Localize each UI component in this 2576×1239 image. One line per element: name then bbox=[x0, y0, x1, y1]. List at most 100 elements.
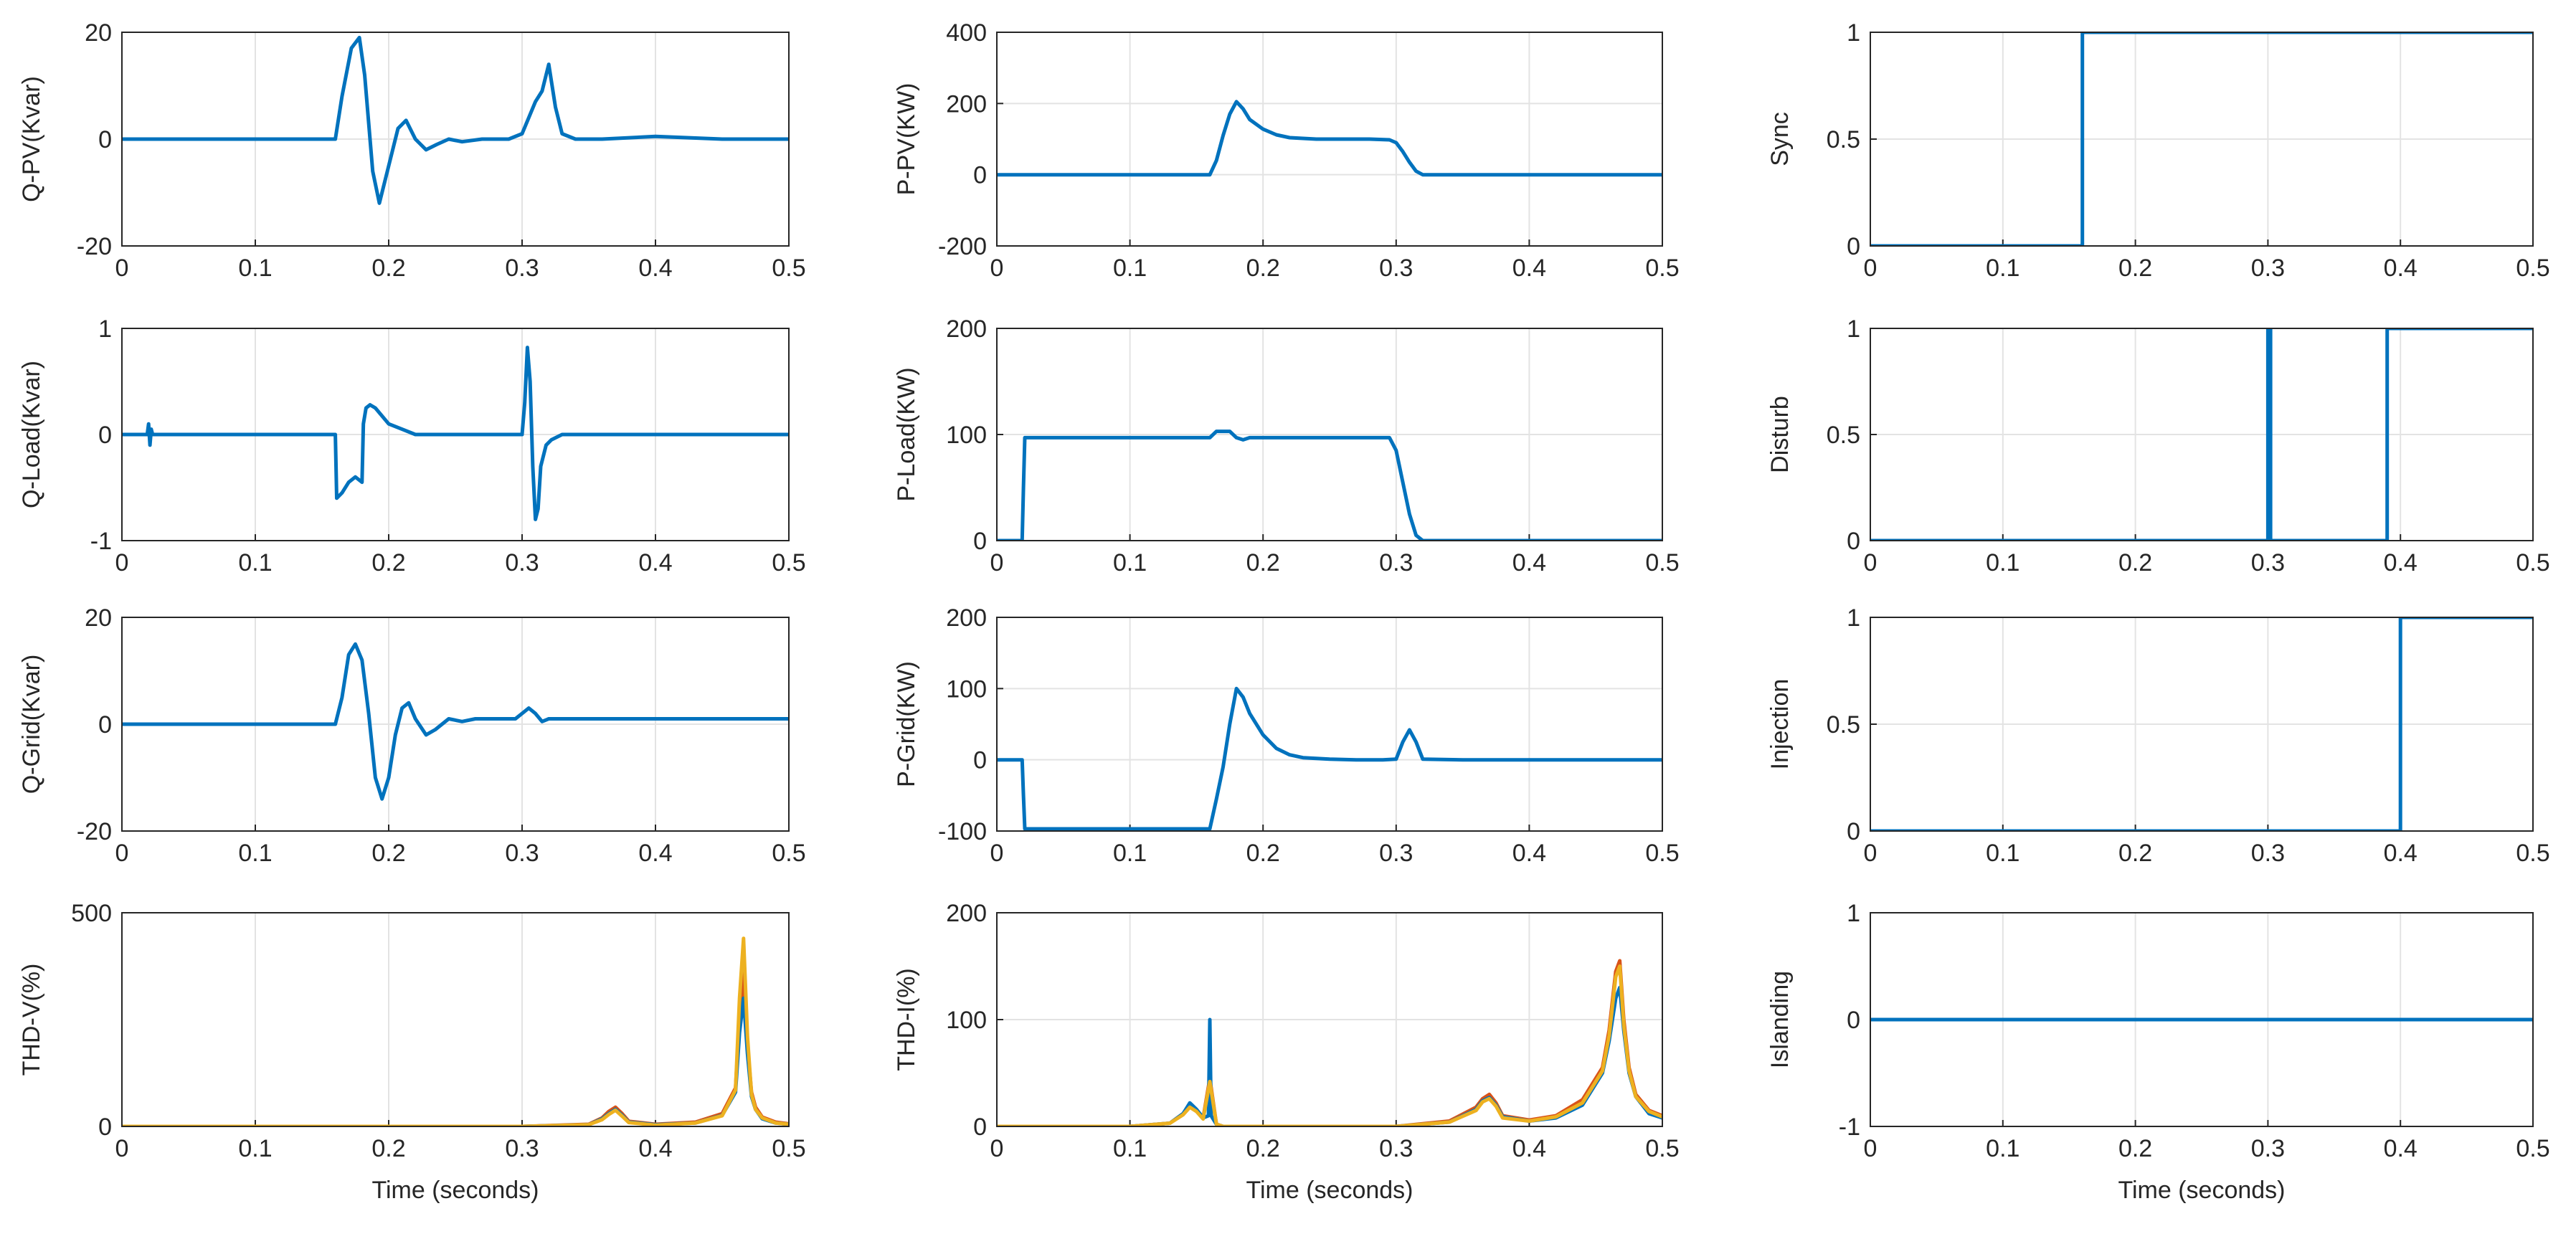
series-line-q-pv bbox=[122, 35, 789, 205]
y-tick-label: 0 bbox=[98, 711, 112, 739]
x-tick-label: 0.1 bbox=[1986, 1135, 2019, 1162]
x-tick-label: 0 bbox=[1864, 840, 1877, 867]
x-tick-label: 0.2 bbox=[1246, 549, 1280, 576]
x-tick-label: 0.1 bbox=[238, 1135, 272, 1162]
y-tick-label: 0 bbox=[98, 126, 112, 153]
x-tick-label: 0.1 bbox=[1986, 840, 2019, 867]
axes-box bbox=[121, 912, 790, 1127]
chart-thd-i: 0 0.1 0.2 0.3 0.4 0.5 0 100 200 THD-I(%) Time (sec… bbox=[893, 900, 1680, 1204]
x-tick-label: 0 bbox=[115, 549, 129, 576]
x-tick-label: 0.4 bbox=[1512, 840, 1546, 867]
x-tick-label: 0.5 bbox=[772, 1135, 805, 1162]
x-tick-label: 0.2 bbox=[371, 840, 405, 867]
chart-p-load: 0 0.1 0.2 0.3 0.4 0.5 0 100 200 P-Load(KW) bbox=[893, 315, 1680, 576]
x-tick-label: 0.3 bbox=[2251, 255, 2285, 282]
y-tick-label: 0 bbox=[1847, 818, 1860, 845]
x-tick-label: 0 bbox=[1864, 549, 1877, 576]
plot-area bbox=[997, 617, 1662, 831]
x-tick-label: 0.4 bbox=[1512, 549, 1546, 576]
y-tick-label: 20 bbox=[85, 19, 112, 47]
y-tick-label: 20 bbox=[85, 604, 112, 632]
y-tick-label: 200 bbox=[946, 315, 987, 343]
y-tick-label: 1 bbox=[1847, 900, 1860, 927]
y-axis-label: THD-I(%) bbox=[893, 968, 920, 1071]
series-line-disturb bbox=[1870, 328, 2533, 541]
y-tick-label: 200 bbox=[946, 900, 987, 927]
x-tick-label: 0.1 bbox=[1113, 549, 1147, 576]
x-tick-label: 0.2 bbox=[1246, 1135, 1280, 1162]
x-tick-label: 0.3 bbox=[1379, 840, 1413, 867]
y-tick-label: -20 bbox=[77, 233, 112, 260]
x-tick-label: 0.5 bbox=[2516, 549, 2549, 576]
x-tick-label: 0 bbox=[115, 1135, 129, 1162]
axes-box bbox=[121, 32, 790, 247]
x-tick-label: 0.4 bbox=[638, 549, 672, 576]
axes-box bbox=[1870, 32, 2534, 247]
x-tick-label: 0.4 bbox=[1512, 255, 1546, 282]
y-tick-label: -100 bbox=[938, 818, 987, 845]
y-tick-label: -20 bbox=[77, 818, 112, 845]
axes-box bbox=[996, 912, 1663, 1127]
x-tick-label: 0.3 bbox=[1379, 255, 1413, 282]
y-tick-label: 100 bbox=[946, 1007, 987, 1034]
x-tick-label: 0.1 bbox=[1113, 255, 1147, 282]
x-tick-label: 0 bbox=[990, 840, 1004, 867]
x-tick-label: 0.5 bbox=[2516, 255, 2549, 282]
x-tick-label: 0.4 bbox=[2384, 549, 2418, 576]
y-axis-label: Sync bbox=[1766, 112, 1794, 166]
x-tick-label: 0.3 bbox=[2251, 549, 2285, 576]
axes-box bbox=[996, 32, 1663, 247]
y-tick-label: 400 bbox=[946, 19, 987, 47]
y-tick-label: 200 bbox=[946, 90, 987, 118]
x-tick-label: 0.2 bbox=[2118, 1135, 2152, 1162]
x-tick-label: 0.4 bbox=[638, 255, 672, 282]
y-tick-label: 0 bbox=[1847, 233, 1860, 260]
x-axis-label: Time (seconds) bbox=[2118, 1177, 2285, 1204]
series-line-p-load bbox=[997, 429, 1662, 541]
y-tick-label: 500 bbox=[71, 900, 112, 927]
series-line-p-pv bbox=[997, 100, 1662, 177]
y-axis-label: Q-Load(Kvar) bbox=[18, 361, 45, 508]
y-tick-label: 100 bbox=[946, 675, 987, 703]
y-tick-label: 0 bbox=[973, 528, 987, 555]
x-tick-label: 0.5 bbox=[1645, 840, 1679, 867]
series-line-thd-v-c bbox=[122, 936, 789, 1126]
x-tick-label: 0.4 bbox=[1512, 1135, 1546, 1162]
x-tick-label: 0.5 bbox=[772, 549, 805, 576]
axes-box bbox=[996, 617, 1663, 832]
y-axis-label: P-PV(KW) bbox=[893, 83, 920, 196]
x-tick-label: 0.5 bbox=[2516, 1135, 2549, 1162]
x-tick-label: 0.3 bbox=[505, 840, 539, 867]
series-line-p-grid bbox=[997, 686, 1662, 831]
x-tick-label: 0.2 bbox=[371, 549, 405, 576]
x-tick-label: 0.4 bbox=[2384, 1135, 2418, 1162]
x-tick-label: 0 bbox=[990, 255, 1004, 282]
x-tick-label: 0.3 bbox=[505, 255, 539, 282]
y-tick-label: 0 bbox=[1847, 528, 1860, 555]
y-tick-label: 0.5 bbox=[1827, 126, 1860, 153]
y-tick-label: 0 bbox=[1847, 1007, 1860, 1034]
y-tick-label: 0 bbox=[973, 1114, 987, 1141]
y-axis-label: Injection bbox=[1766, 679, 1794, 770]
x-tick-label: 0.1 bbox=[238, 549, 272, 576]
x-tick-label: 0.3 bbox=[505, 1135, 539, 1162]
x-tick-label: 0.3 bbox=[2251, 1135, 2285, 1162]
y-tick-label: 1 bbox=[98, 315, 112, 343]
x-tick-label: 0.1 bbox=[1986, 549, 2019, 576]
x-tick-label: 0.5 bbox=[1645, 1135, 1679, 1162]
x-tick-label: 0.5 bbox=[772, 255, 805, 282]
x-tick-label: 0.2 bbox=[1246, 255, 1280, 282]
x-tick-label: 0.1 bbox=[238, 255, 272, 282]
chart-thd-v: 0 0.1 0.2 0.3 0.4 0.5 0 500 THD-V(%) Time (second… bbox=[18, 900, 806, 1204]
axes-box bbox=[1870, 912, 2534, 1127]
y-tick-label: -200 bbox=[938, 233, 987, 260]
series-line-thd-i-c bbox=[997, 964, 1662, 1126]
x-axis-label: Time (seconds) bbox=[1246, 1177, 1413, 1204]
y-tick-label: 1 bbox=[1847, 604, 1860, 632]
